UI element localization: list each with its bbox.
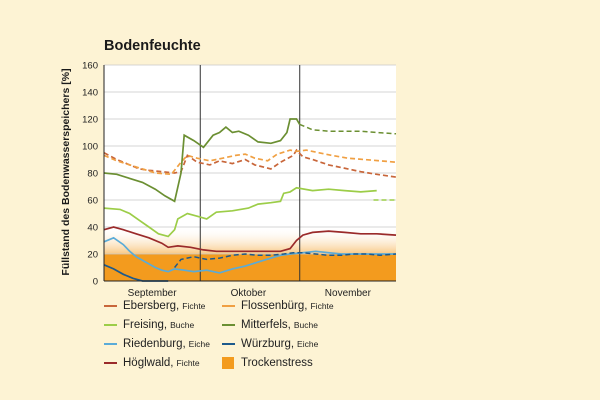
legend-label: Würzburg, <box>241 338 295 350</box>
x-month-label: Oktober <box>231 288 267 299</box>
series-line <box>103 149 397 176</box>
legend-swatch <box>222 357 234 369</box>
y-tick-label: 20 <box>87 250 98 261</box>
legend-swatch <box>104 324 117 326</box>
legend-sublabel: Buche <box>170 320 195 330</box>
y-tick-label: 60 <box>87 196 98 207</box>
y-tick-label: 120 <box>82 115 98 126</box>
series-line-dashed <box>174 251 397 268</box>
legend-sublabel: Eiche <box>188 339 210 349</box>
y-tick-label: 40 <box>87 223 98 234</box>
y-tick-label: 100 <box>82 142 98 153</box>
stress-band-core <box>104 254 396 281</box>
series-lines <box>103 118 397 282</box>
axes: 0 20 40 60 80 100 120 140 160 September Oktober Nov… <box>82 61 396 299</box>
legend-swatch <box>222 343 235 345</box>
legend-item-ebersberg: Ebersberg, Fichte <box>104 300 205 312</box>
y-axis-label: Füllstand des Bodenwasserspeichers [%] <box>60 68 72 275</box>
legend-sublabel: Buche <box>293 320 318 330</box>
x-month-label: November <box>325 288 372 299</box>
legend-item-mitterfels: Mitterfels, Buche <box>222 319 318 331</box>
legend-sublabel: Fichte <box>176 358 200 368</box>
series-freising <box>103 186 396 238</box>
legend-item-flossenbrg: Flossenbürg, Fichte <box>222 300 334 312</box>
legend-label: Flossenbürg, <box>241 300 308 312</box>
legend-item-wrzburg: Würzburg, Eiche <box>222 338 318 350</box>
x-month-label: September <box>128 288 178 299</box>
legend-item-freising: Freising, Buche <box>104 319 194 331</box>
series-line <box>103 186 377 238</box>
y-tick-label: 80 <box>87 169 98 180</box>
series-ebersberg <box>103 148 397 178</box>
legend-swatch <box>222 324 235 326</box>
legend-swatch <box>104 305 117 307</box>
series-flossenbrg <box>103 149 397 176</box>
y-tick-label: 160 <box>82 61 98 72</box>
legend-item-riedenburg: Riedenburg, Eiche <box>104 338 210 350</box>
series-line <box>103 118 301 203</box>
legend-label: Ebersberg, <box>123 300 180 312</box>
legend-sublabel: Eiche <box>297 339 319 349</box>
legend-item-hglwald: Höglwald, Fichte <box>104 357 200 369</box>
series-hglwald <box>103 226 397 253</box>
series-line <box>103 148 397 178</box>
legend-swatch <box>222 305 235 307</box>
series-line <box>103 236 396 274</box>
legend-label: Höglwald, <box>123 357 174 369</box>
legend-swatch <box>104 343 117 345</box>
series-mitterfels <box>103 118 397 203</box>
legend-label: Mitterfels, <box>241 319 291 331</box>
legend-sublabel: Fichte <box>310 301 334 311</box>
legend-label: Freising, <box>123 319 168 331</box>
legend-item-trockenstress: Trockenstress <box>222 357 313 369</box>
chart-title: Bodenfeuchte <box>104 38 201 54</box>
series-riedenburg <box>103 236 396 274</box>
legend-label: Riedenburg, <box>123 338 186 350</box>
legend-sublabel: Fichte <box>182 301 206 311</box>
legend-swatch <box>104 362 117 364</box>
series-line <box>103 226 397 253</box>
legend: Ebersberg, Fichte Flossenbürg, Fichte Freisi… <box>104 300 404 380</box>
legend-label: Trockenstress <box>241 357 313 369</box>
y-tick-label: 0 <box>93 277 98 288</box>
grid <box>104 64 396 282</box>
y-tick-label: 140 <box>82 88 98 99</box>
